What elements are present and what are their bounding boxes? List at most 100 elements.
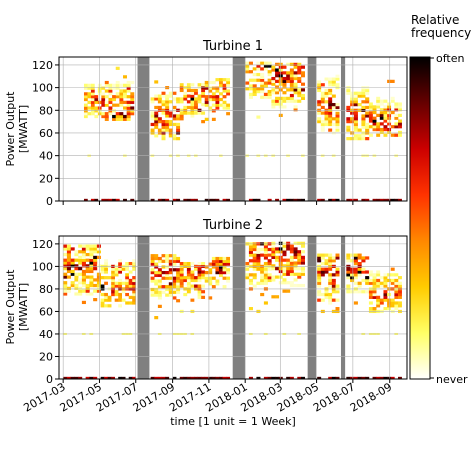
heatmap-cell [350,253,355,257]
heatmap-cell [379,102,384,106]
heatmap-cell [132,281,137,285]
heatmap-cell [176,117,181,121]
heatmap-cell [179,376,184,379]
heatmap-cell [165,111,170,115]
heatmap-cell [222,83,227,87]
heatmap-cell [172,376,177,379]
heatmap-cell [383,295,388,299]
heatmap-cell [320,292,325,297]
heatmap-cell [286,71,291,75]
heatmap-cell [74,250,79,254]
heatmap-cell [328,295,333,299]
heatmap-cell [289,272,294,276]
heatmap-cell [245,87,250,91]
heatmap-cell [289,88,294,92]
heatmap-cell [108,100,113,104]
heatmap-cell [130,97,135,102]
y-tick-label: 20 [39,172,53,185]
heatmap-cell [248,376,253,379]
heatmap-cell [194,111,198,115]
heatmap-cell [328,278,333,283]
heatmap-cell [387,116,392,120]
heatmap-cell [90,100,95,104]
heatmap-cell [394,125,399,129]
heatmap-cell [126,86,131,90]
heatmap-cell [104,281,108,285]
heatmap-cell [357,253,362,257]
heatmap-cell [168,134,173,138]
heatmap-cell [107,298,112,302]
heatmap-cell [204,265,209,269]
heatmap-cell [226,268,231,272]
heatmap-cell [289,258,294,262]
heatmap-cell [324,91,329,95]
heatmap-cell [383,284,388,288]
heatmap-cell [282,76,287,81]
heatmap-cell [204,273,209,278]
heatmap-cell [376,270,381,274]
heatmap-cell [204,276,209,280]
heatmap-cell [112,103,117,107]
heatmap-cell [275,74,280,78]
heatmap-cell [157,105,162,110]
heatmap-cell [398,301,402,305]
heatmap-cell [387,298,392,302]
heatmap-cell [361,198,366,201]
heatmap-cell [252,267,257,271]
heatmap-cell [383,119,388,123]
heatmap-cell [297,267,302,271]
heatmap-cell [335,74,340,78]
data-gap-band [137,236,150,379]
heatmap-cell [190,284,195,288]
heatmap-cell [267,64,272,68]
heatmap-cell [320,122,325,127]
data-gap-band [232,57,246,201]
y-tick-label: 60 [39,127,53,140]
heatmap-cell [394,273,399,277]
heatmap-cell [123,100,127,104]
heatmap-cell [168,100,173,104]
heatmap-cell [398,198,402,201]
heatmap-cell [282,91,287,95]
heatmap-cell [289,68,294,72]
heatmap-cell [331,83,336,87]
heatmap-cell [263,253,268,257]
heatmap-cell [107,304,112,308]
heatmap-cell [256,261,261,266]
heatmap-cell [126,89,131,93]
heatmap-cell [357,267,362,271]
heatmap-cell [376,284,381,288]
heatmap-cell [282,65,287,69]
heatmap-cell [361,105,366,110]
heatmap-cell [346,376,351,379]
heatmap-cell [176,259,181,263]
heatmap-cell [353,270,358,274]
heatmap-cell [353,134,358,138]
heatmap-cell [252,276,257,280]
heatmap-cell [394,278,399,283]
heatmap-cell [252,198,257,201]
heatmap-cell [96,278,101,282]
heatmap-cell [379,108,384,112]
heatmap-cell [387,105,392,109]
heatmap-cell [286,289,291,293]
heatmap-cell [70,258,75,262]
heatmap-cell [282,278,287,282]
heatmap-cell [324,295,329,299]
heatmap-cell [226,376,231,379]
heatmap-cell [66,247,71,251]
heatmap-cell [165,100,170,104]
heatmap-cell [324,88,329,93]
heatmap-cell [226,262,231,266]
heatmap-cell [186,284,191,288]
heatmap-cell [165,256,170,261]
heatmap-cell [204,80,209,85]
heatmap-cell [104,295,108,299]
heatmap-cell [70,247,75,251]
heatmap-cell [275,255,280,259]
heatmap-cell [74,283,79,288]
heatmap-cell [263,247,268,252]
heatmap-cell [154,273,159,278]
heatmap-cell [165,293,170,297]
heatmap-cell [245,276,250,280]
